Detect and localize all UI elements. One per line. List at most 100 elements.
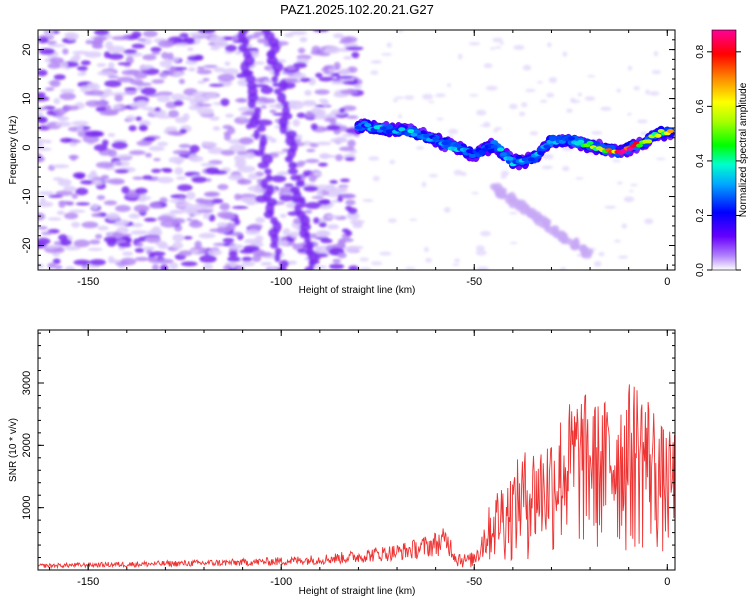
noise-blob <box>309 233 317 239</box>
y-tick-label: 20 <box>21 43 33 55</box>
noise-blob <box>55 121 72 127</box>
noise-blob <box>315 141 332 146</box>
noise-blob <box>210 45 220 51</box>
noise-blob <box>228 244 244 250</box>
noise-blob <box>222 214 234 220</box>
noise-blob <box>633 86 640 91</box>
noise-blob <box>105 41 114 50</box>
noise-blob <box>117 76 134 83</box>
noise-blob <box>60 238 72 247</box>
noise-blob <box>55 190 73 196</box>
noise-blob <box>95 106 107 112</box>
noise-blob <box>404 266 416 270</box>
noise-blob <box>161 52 169 59</box>
noise-blob <box>644 218 654 225</box>
streak-blob <box>265 174 273 182</box>
noise-blob <box>123 49 138 54</box>
noise-blob <box>71 193 79 199</box>
streak-blob <box>274 247 282 256</box>
noise-blob <box>342 105 357 111</box>
spectrogram-ylabel: Frequency (Hz) <box>8 116 19 185</box>
noise-blob <box>169 262 179 270</box>
noise-blob <box>548 77 558 83</box>
noise-blob <box>40 231 53 236</box>
streak-blob <box>287 168 299 175</box>
noise-blob <box>76 66 88 71</box>
noise-blob <box>342 133 354 137</box>
noise-blob <box>157 215 173 222</box>
noise-blob <box>392 99 398 103</box>
noise-blob <box>346 212 360 220</box>
noise-blob <box>84 130 102 138</box>
noise-blob <box>60 88 75 94</box>
noise-blob <box>255 235 264 243</box>
noise-blob <box>593 261 602 267</box>
noise-blob <box>224 133 231 141</box>
ridge-core <box>407 129 415 134</box>
noise-blob <box>292 119 301 127</box>
noise-blob <box>285 100 303 105</box>
x-tick-label: 0 <box>664 576 670 588</box>
streak-blob <box>274 253 281 263</box>
noise-blob <box>209 228 226 233</box>
noise-blob <box>160 264 169 270</box>
noise-blob <box>133 204 150 213</box>
noise-blob <box>122 251 134 256</box>
noise-blob <box>247 173 259 180</box>
ridge-core <box>500 152 508 157</box>
noise-blob <box>186 191 196 200</box>
noise-blob <box>44 245 60 249</box>
streak-blob <box>279 260 289 268</box>
noise-blob <box>495 126 502 131</box>
noise-blob <box>348 265 359 270</box>
noise-blob <box>271 175 287 183</box>
noise-blob <box>287 260 297 265</box>
noise-blob <box>188 105 202 111</box>
noise-blob <box>324 65 334 69</box>
y-tick-label: 3000 <box>21 371 33 395</box>
colorbar-tick-label: 0.2 <box>695 208 706 222</box>
noise-blob <box>124 87 138 91</box>
spectrogram-xlabel: Height of straight line (km) <box>299 285 416 296</box>
ridge-core <box>490 144 498 149</box>
noise-blob <box>107 53 124 60</box>
colorbar-tick-label: 0.8 <box>695 44 706 58</box>
streak-blob <box>287 147 296 159</box>
noise-blob <box>340 193 357 199</box>
noise-blob <box>404 95 415 100</box>
noise-blob <box>637 119 648 124</box>
noise-blob <box>341 228 350 233</box>
noise-blob <box>227 126 236 135</box>
noise-blob <box>428 174 438 178</box>
noise-blob <box>347 139 356 148</box>
noise-blob <box>38 226 48 230</box>
noise-blob <box>107 178 125 185</box>
noise-blob <box>104 80 122 88</box>
streak-blob <box>278 266 287 270</box>
noise-blob <box>47 262 56 269</box>
noise-blob <box>138 124 148 132</box>
noise-blob <box>176 176 187 180</box>
noise-blob <box>453 169 463 176</box>
y-tick-label: 2000 <box>21 433 33 457</box>
noise-blob <box>220 98 230 107</box>
chart-title: PAZ1.2025.102.20.21.G27 <box>280 2 434 17</box>
noise-blob <box>209 35 225 44</box>
noise-blob <box>174 43 189 47</box>
noise-blob <box>343 56 353 60</box>
noise-blob <box>475 245 485 252</box>
noise-blob <box>332 258 341 264</box>
noise-blob <box>121 186 130 194</box>
ridge-core <box>577 139 585 144</box>
noise-blob <box>188 153 199 161</box>
noise-blob <box>76 125 84 132</box>
noise-blob <box>196 103 212 107</box>
noise-blob <box>342 80 359 85</box>
streak-blob <box>304 266 315 270</box>
ridge-core <box>422 133 430 138</box>
noise-blob <box>168 156 185 164</box>
noise-blob <box>108 256 115 264</box>
noise-blob <box>370 261 383 266</box>
noise-blob <box>508 103 518 110</box>
noise-blob <box>115 219 129 227</box>
